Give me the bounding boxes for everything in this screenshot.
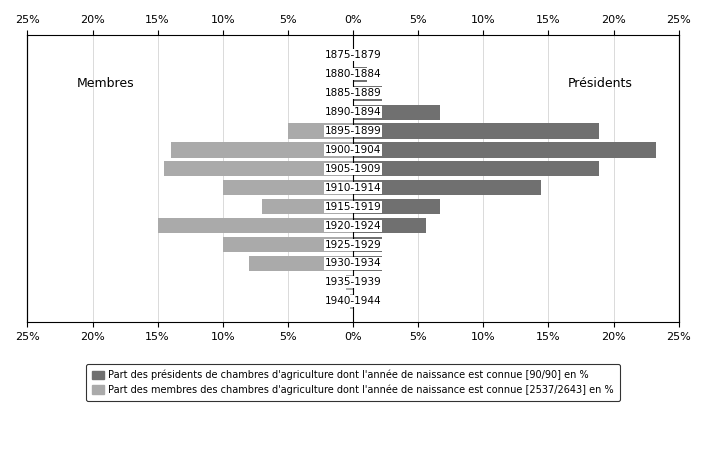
Bar (353, 86, 382, 101)
Text: 1900-1904: 1900-1904 (325, 145, 381, 155)
Text: 1880-1884: 1880-1884 (325, 69, 381, 79)
Text: 1920-1924: 1920-1924 (325, 220, 381, 231)
Bar (353, 256, 382, 271)
Text: 1925-1929: 1925-1929 (325, 239, 381, 250)
Text: 1885-1889: 1885-1889 (325, 88, 381, 98)
Bar (350, 294, 353, 309)
Bar (353, 237, 382, 252)
Text: 1905-1909: 1905-1909 (325, 164, 381, 174)
Bar (164, 161, 353, 176)
Legend: Part des présidents de chambres d'agriculture dont l'année de naissance est conn: Part des présidents de chambres d'agricu… (86, 364, 620, 401)
Bar (249, 256, 353, 271)
Bar (353, 161, 599, 176)
Text: 1935-1939: 1935-1939 (325, 277, 381, 288)
Bar (353, 199, 441, 214)
Text: 1910-1914: 1910-1914 (325, 183, 381, 193)
Text: 1915-1919: 1915-1919 (325, 201, 381, 212)
Text: 1895-1899: 1895-1899 (325, 126, 381, 136)
Bar (353, 142, 657, 158)
Bar (353, 180, 541, 195)
Text: 1940-1944: 1940-1944 (325, 296, 381, 307)
Bar (353, 218, 426, 233)
Bar (262, 199, 353, 214)
Bar (353, 105, 441, 120)
Text: Présidents: Présidents (568, 77, 633, 90)
Text: 1875-1879: 1875-1879 (325, 50, 381, 61)
Bar (223, 180, 353, 195)
Bar (347, 275, 353, 290)
Text: 1930-1934: 1930-1934 (325, 258, 381, 269)
Bar (223, 237, 353, 252)
Text: Membres: Membres (77, 77, 134, 90)
Bar (171, 142, 353, 158)
Text: 1890-1894: 1890-1894 (325, 107, 381, 117)
Bar (353, 67, 367, 82)
Bar (157, 218, 353, 233)
Bar (288, 123, 353, 139)
Bar (353, 123, 599, 139)
